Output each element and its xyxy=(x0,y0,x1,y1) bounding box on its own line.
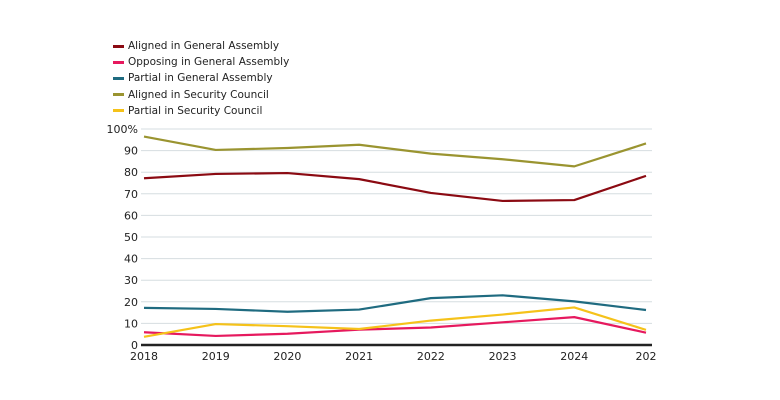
y-tick-label: 80 xyxy=(124,166,138,179)
x-tick-label: 2023 xyxy=(489,350,517,363)
legend-swatch xyxy=(113,76,124,80)
series-line-3 xyxy=(143,135,647,168)
y-tick-label: 0 xyxy=(131,339,138,352)
legend-item: Partial in Security Council xyxy=(113,103,289,119)
y-tick-label: 10 xyxy=(124,317,138,330)
legend-item: Aligned in Security Council xyxy=(113,87,289,103)
legend-item: Partial in General Assembly xyxy=(113,70,289,86)
y-tick-label: 40 xyxy=(124,253,138,266)
x-tick-label: 2022 xyxy=(417,350,445,363)
x-tick-label: 2021 xyxy=(345,350,373,363)
y-tick-label: 90 xyxy=(124,145,138,158)
legend-label: Partial in Security Council xyxy=(128,104,263,117)
series-line-0 xyxy=(143,171,647,203)
legend-label: Opposing in General Assembly xyxy=(128,56,290,69)
legend-item: Opposing in General Assembly xyxy=(113,54,289,70)
x-tick-label: 2024 xyxy=(560,350,588,363)
legend-label: Aligned in Security Council xyxy=(128,88,269,101)
legend-label: Partial in General Assembly xyxy=(128,72,273,85)
legend-swatch xyxy=(113,109,124,113)
y-tick-label: 100% xyxy=(107,123,138,136)
x-tick-label: 2020 xyxy=(273,350,301,363)
series-line-4 xyxy=(143,306,647,338)
y-tick-label: 50 xyxy=(124,231,138,244)
y-tick-label: 70 xyxy=(124,188,138,201)
legend-swatch xyxy=(113,44,124,48)
legend-label: Aligned in General Assembly xyxy=(128,40,280,53)
legend-swatch xyxy=(113,60,124,64)
legend: Aligned in General Assembly Opposing in G… xyxy=(113,38,289,119)
y-tick-label: 60 xyxy=(124,209,138,222)
legend-swatch xyxy=(113,93,124,97)
legend-item: Aligned in General Assembly xyxy=(113,38,289,54)
y-tick-label: 20 xyxy=(124,296,138,309)
x-tick-label: 202 xyxy=(636,350,657,363)
x-tick-label: 2018 xyxy=(130,350,158,363)
series-line-1 xyxy=(143,316,647,338)
y-tick-label: 30 xyxy=(124,274,138,287)
x-tick-label: 2019 xyxy=(202,350,230,363)
series-line-2 xyxy=(143,294,647,313)
